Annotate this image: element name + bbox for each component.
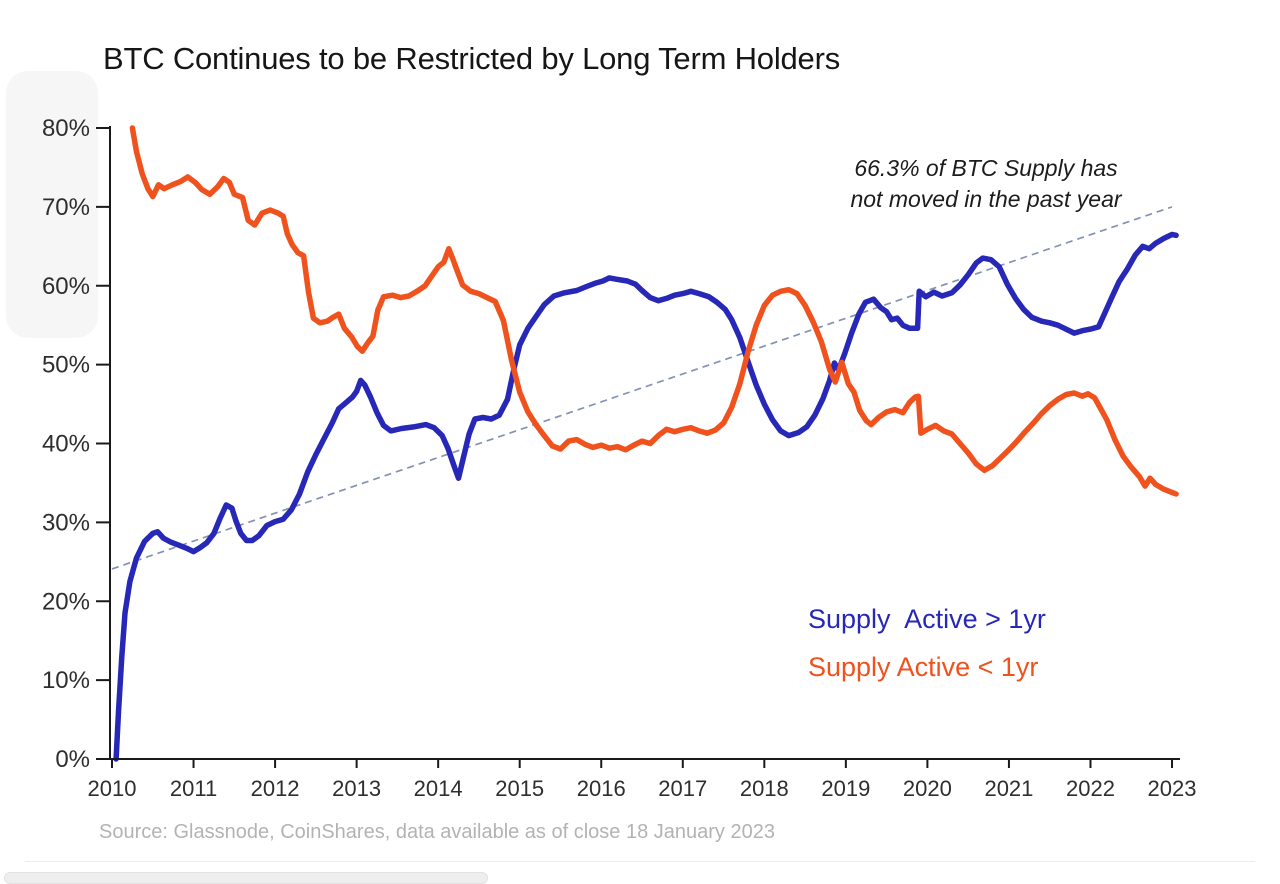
series-supply-active-gt-1yr [113,231,1179,762]
source-caption: Source: Glassnode, CoinShares, data avai… [99,821,775,843]
x-tick-label: 2019 [821,776,870,801]
x-tick-label: 2015 [495,776,544,801]
y-tick-label: 30% [42,509,90,536]
x-tick-label: 2013 [332,776,381,801]
annotation-line-1: 66.3% of BTC Supply has [854,155,1118,181]
y-tick-label: 40% [42,431,90,458]
y-tick-label: 80% [42,115,90,142]
x-tick-label: 2012 [251,776,300,801]
y-tick-label: 60% [42,273,90,300]
x-tick-label: 2017 [658,776,707,801]
x-tick-label: 2020 [903,776,952,801]
x-tick-label: 2022 [1066,776,1115,801]
x-tick-label: 2010 [88,776,137,801]
x-tick-label: 2011 [170,776,217,801]
trendline-dashed [111,206,1173,570]
bottom-divider [25,861,1255,862]
chart-title: BTC Continues to be Restricted by Long T… [103,41,841,76]
legend-supply-active-gt-1yr: Supply Active > 1yr [808,604,1046,634]
y-tick-label: 70% [42,194,90,221]
x-tick-label: 2014 [414,776,463,801]
series-supply-active-lt-1yr [129,125,1179,497]
x-tick-label: 2021 [984,776,1033,801]
y-tick-label: 0% [55,746,90,773]
chart-annotation: 66.3% of BTC Supply has not moved in the… [818,153,1154,215]
legend-supply-active-lt-1yr: Supply Active < 1yr [808,652,1039,682]
y-tick-label: 50% [42,352,90,379]
x-tick-label: 2016 [577,776,626,801]
annotation-line-2: not moved in the past year [850,186,1122,212]
bottom-edge-artifact-bar [4,872,488,884]
x-tick-label: 2018 [740,776,789,801]
chart-legend: Supply Active > 1yr Supply Active < 1yr [808,595,1046,691]
x-tick-label: 2023 [1148,776,1197,801]
y-tick-label: 20% [42,588,90,615]
background-artifact-panel [6,71,98,338]
y-tick-label: 10% [42,667,90,694]
